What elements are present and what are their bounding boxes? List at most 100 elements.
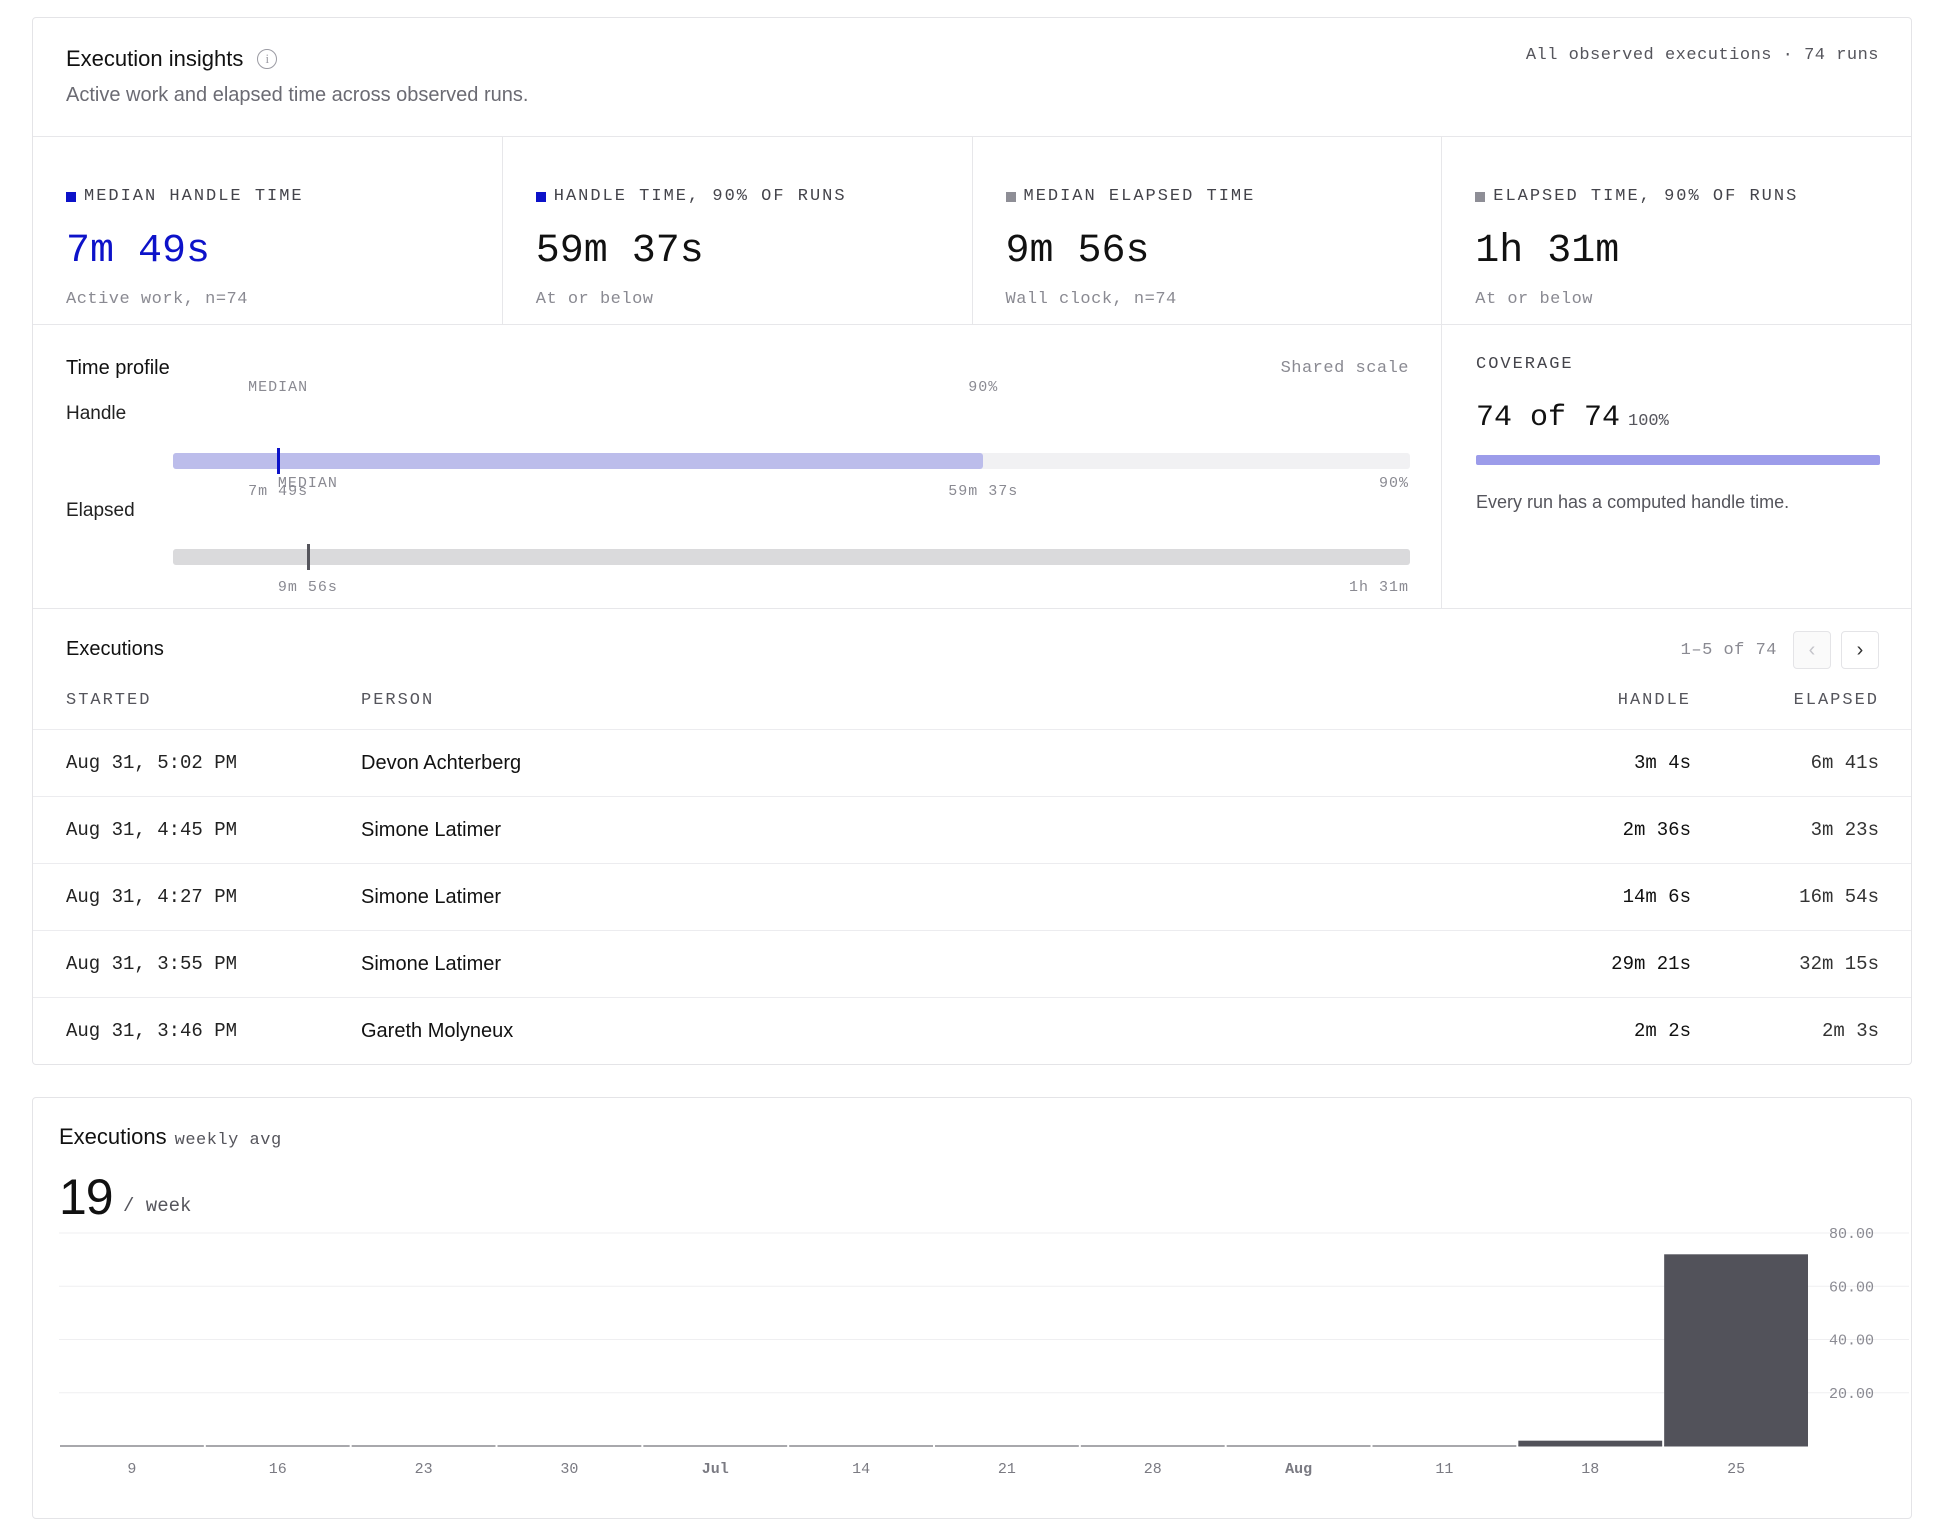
person-cell: Devon Achterberg (361, 752, 522, 774)
handle-median-tag: MEDIAN (248, 379, 309, 396)
handle-row-label: Handle (66, 403, 127, 424)
elapsed-range-fill (173, 549, 1410, 565)
legend-swatch (1005, 191, 1016, 202)
x-tick-label: 18 (1581, 1461, 1599, 1478)
handle-cell: 14m 6s (1622, 886, 1691, 908)
insights-title: Execution insights (66, 46, 244, 71)
stat-value: 59m 37s (535, 229, 704, 274)
elapsed-p90-value: 1h 31m (1348, 579, 1409, 596)
table-row[interactable]: Aug 31, 4:27 PM Simone Latimer 14m 6s 16… (33, 863, 1911, 930)
weekly-average-unit: / week (123, 1195, 192, 1217)
x-tick-label: 14 (852, 1461, 870, 1478)
chevron-left-icon: ‹ (1808, 638, 1816, 661)
elapsed-cell: 6m 41s (1810, 752, 1879, 774)
handle-cell: 2m 36s (1622, 819, 1691, 841)
stat-label-text: MEDIAN ELAPSED TIME (1023, 187, 1256, 206)
time-profile-title: Time profile (66, 357, 170, 379)
elapsed-row-label: Elapsed (66, 500, 135, 521)
legend-swatch (535, 191, 546, 202)
table-row[interactable]: Aug 31, 5:02 PM Devon Achterberg 3m 4s 6… (33, 729, 1911, 796)
stat-value: 9m 56s (1005, 229, 1150, 274)
legend-swatch (66, 191, 76, 202)
elapsed-cell: 3m 23s (1810, 819, 1879, 841)
handle-cell: 29m 21s (1611, 953, 1691, 975)
pagination: 1–5 of 74 ‹ › (1681, 631, 1879, 669)
next-page-button[interactable]: › (1841, 631, 1879, 669)
coverage-panel: COVERAGE 74 of 74 100% Every run has a co… (1443, 325, 1911, 608)
divider (33, 324, 1911, 325)
x-tick-label: 25 (1727, 1461, 1745, 1478)
table-row[interactable]: Aug 31, 3:55 PM Simone Latimer 29m 21s 3… (33, 930, 1911, 997)
stat-label: MEDIAN ELAPSED TIME (1005, 187, 1256, 206)
stat-label: HANDLE TIME, 90% OF RUNS (535, 187, 847, 206)
stat-note: Wall clock, n=74 (1005, 290, 1177, 309)
bar (1664, 1254, 1808, 1446)
stat-median-handle: MEDIAN HANDLE TIME 7m 49s Active work, n… (33, 137, 503, 324)
y-tick-label: 60.00 (1829, 1279, 1874, 1296)
stat-median-elapsed: MEDIAN ELAPSED TIME 9m 56s Wall clock, n… (973, 137, 1443, 324)
x-tick-label: 21 (998, 1461, 1016, 1478)
elapsed-cell: 32m 15s (1799, 953, 1879, 975)
handle-median-marker (277, 448, 281, 474)
started-cell: Aug 31, 4:45 PM (66, 819, 238, 841)
weekly-title-row: Executions weekly avg (59, 1124, 282, 1150)
elapsed-median-value: 9m 56s (277, 579, 338, 596)
stat-label-text: ELAPSED TIME, 90% OF RUNS (1493, 187, 1799, 206)
column-header-elapsed[interactable]: ELAPSED (1793, 691, 1879, 710)
coverage-value: 74 of 74 100% (1476, 401, 1669, 435)
stat-p90-handle: HANDLE TIME, 90% OF RUNS 59m 37s At or b… (503, 137, 973, 324)
handle-cell: 3m 4s (1633, 752, 1691, 774)
table-row[interactable]: Aug 31, 3:46 PM Gareth Molyneux 2m 2s 2m… (33, 997, 1911, 1064)
started-cell: Aug 31, 5:02 PM (66, 752, 238, 774)
handle-p90-value: 59m 37s (948, 483, 1019, 500)
weekly-executions-card: Executions weekly avg 19 / week 20.00 40.0… (32, 1097, 1912, 1519)
x-tick-label: 11 (1435, 1461, 1453, 1478)
stat-label-text: MEDIAN HANDLE TIME (84, 187, 304, 206)
x-tick-label: Jul (702, 1461, 729, 1478)
prev-page-button[interactable]: ‹ (1793, 631, 1831, 669)
coverage-count: 74 of 74 (1476, 401, 1621, 435)
executions-title: Executions (66, 638, 164, 660)
stat-p90-elapsed: ELAPSED TIME, 90% OF RUNS 1h 31m At or b… (1442, 137, 1911, 324)
elapsed-median-tag: MEDIAN (277, 475, 338, 492)
y-tick-label: 80.00 (1829, 1228, 1874, 1243)
x-tick-label: 30 (560, 1461, 578, 1478)
coverage-note: Every run has a computed handle time. (1476, 492, 1790, 512)
x-tick-label: 9 (127, 1461, 136, 1478)
handle-cell: 2m 2s (1633, 1020, 1691, 1042)
elapsed-cell: 2m 3s (1821, 1020, 1879, 1042)
shared-scale-label: Shared scale (1280, 359, 1409, 378)
column-header-handle[interactable]: HANDLE (1617, 691, 1691, 710)
elapsed-median-marker (306, 544, 310, 570)
handle-median-value: 7m 49s (248, 483, 309, 500)
coverage-bar (1476, 455, 1880, 465)
stat-value: 1h 31m (1475, 229, 1620, 274)
stat-note: At or below (535, 290, 654, 309)
handle-track (173, 448, 1410, 474)
coverage-bar-fill (1476, 455, 1880, 465)
insights-title-row: Execution insights i (66, 46, 278, 72)
divider (33, 136, 1911, 137)
stat-note: Active work, n=74 (66, 290, 248, 309)
elapsed-cell: 16m 54s (1799, 886, 1879, 908)
stat-note: At or below (1475, 290, 1593, 309)
coverage-label: COVERAGE (1476, 355, 1574, 374)
person-cell: Simone Latimer (361, 886, 502, 908)
person-cell: Simone Latimer (361, 953, 502, 975)
elapsed-p90-tag: 90% (1378, 475, 1409, 492)
execution-insights-card: Execution insights i Active work and ela… (32, 17, 1912, 1065)
person-cell: Gareth Molyneux (361, 1020, 514, 1042)
column-header-person[interactable]: PERSON (361, 691, 435, 710)
divider (33, 608, 1911, 609)
pagination-range: 1–5 of 74 (1680, 640, 1777, 660)
weekly-title: Executions (59, 1124, 167, 1149)
time-profile-panel: Time profile Shared scale Handle MEDIAN … (33, 325, 1442, 608)
legend-swatch (1475, 191, 1486, 202)
table-row[interactable]: Aug 31, 4:45 PM Simone Latimer 2m 36s 3m… (33, 796, 1911, 863)
handle-p90-tag: 90% (968, 379, 999, 396)
insights-subtitle: Active work and elapsed time across obse… (66, 84, 529, 106)
coverage-percent: 100% (1628, 412, 1669, 431)
info-icon[interactable]: i (257, 49, 278, 69)
chevron-right-icon: › (1856, 638, 1864, 661)
column-header-started[interactable]: STARTED (66, 691, 152, 710)
